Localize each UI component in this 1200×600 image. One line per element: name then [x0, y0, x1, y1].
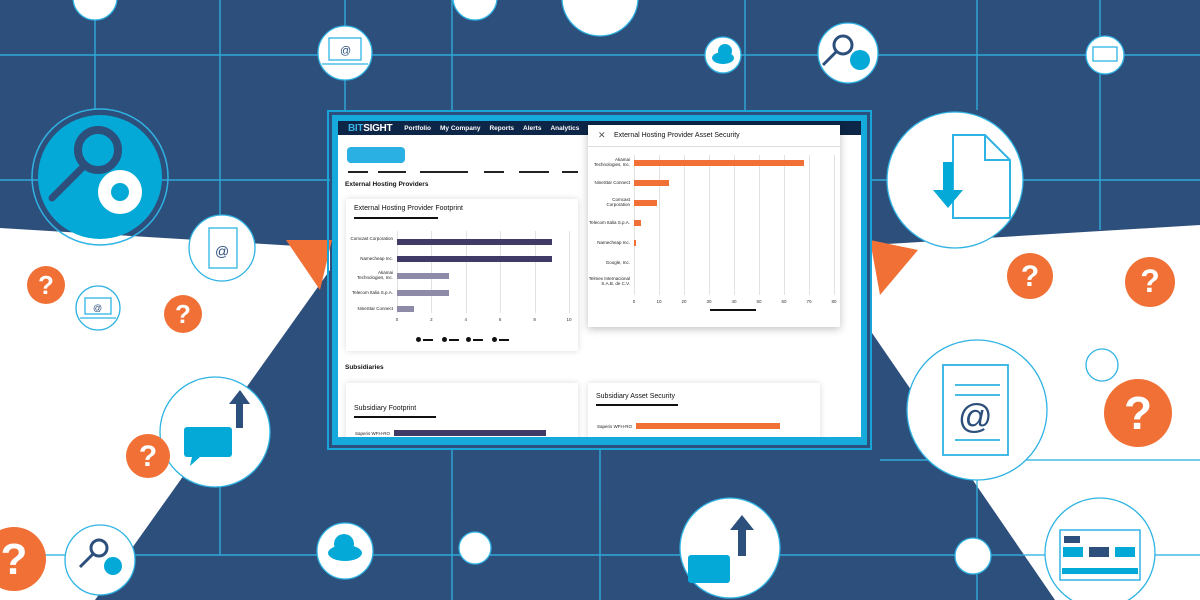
section-title-hosting: External Hosting Providers: [345, 181, 429, 188]
nav-reports[interactable]: Reports: [489, 124, 515, 132]
bar[interactable]: [636, 423, 780, 429]
bar[interactable]: [397, 290, 449, 296]
bar-label: Akamai Technologies, Inc.: [593, 157, 630, 167]
question-icon: [0, 253, 1175, 591]
subsidiary-security-card: Subsidiary Asset Security Saperis WFH-RO: [588, 383, 820, 437]
bar[interactable]: [397, 273, 449, 279]
bar-label: Namecheap Inc.: [597, 240, 630, 245]
svg-text:?: ?: [1140, 263, 1160, 299]
bar[interactable]: [394, 430, 546, 436]
nav-portfolio[interactable]: Portfolio: [404, 124, 431, 132]
subsidiary-footprint-card: Subsidiary Footprint Saperis WFH-RO: [346, 383, 578, 437]
modal-header: ✕ External Hosting Provider Asset Securi…: [588, 125, 840, 147]
tab-placeholder[interactable]: [348, 171, 368, 173]
card-title-underline: [354, 217, 438, 219]
tab-placeholder[interactable]: [562, 171, 578, 173]
bar-label: Google, Inc.: [605, 260, 630, 265]
monitor-frame-outline: [327, 110, 872, 450]
svg-text:?: ?: [1, 535, 28, 584]
bar-label: Namecheap Inc.: [360, 256, 393, 261]
footprint-chart: Comcast Corporation Namecheap Inc. Akama…: [350, 231, 570, 313]
tab-placeholder[interactable]: [378, 171, 406, 173]
card-title: Subsidiary Asset Security: [596, 393, 675, 400]
bar-label: NineStar Connect: [357, 306, 393, 311]
monitor-frame: BITSIGHT Portfolio My Company Reports Al…: [332, 115, 867, 445]
svg-text:@: @: [340, 45, 351, 57]
bar[interactable]: [634, 220, 641, 226]
modal-title: External Hosting Provider Asset Security: [614, 132, 740, 139]
svg-text:?: ?: [1021, 260, 1039, 293]
svg-text:?: ?: [175, 299, 191, 329]
laptop-email-icon: [80, 37, 1118, 319]
magnifier-gear-icon: [78, 34, 854, 569]
scroll-indicator[interactable]: [710, 309, 756, 311]
bar[interactable]: [634, 160, 804, 166]
bar-label: Telecom Italia S.p.A.: [588, 220, 630, 225]
bar-label: Comcast Corporation: [350, 236, 393, 241]
svg-text:?: ?: [139, 440, 157, 473]
section-title-subsidiaries: Subsidiaries: [345, 364, 384, 371]
card-title: External Hosting Provider Footprint: [354, 205, 463, 212]
svg-text:?: ?: [38, 270, 54, 300]
footprint-card: External Hosting Provider Footprint Comc…: [346, 199, 578, 351]
card-title-underline: [596, 404, 678, 406]
close-icon[interactable]: ✕: [598, 130, 606, 140]
tab-placeholder[interactable]: [519, 171, 549, 173]
bar-label: Akamai Technologies, Inc.: [356, 270, 393, 280]
bar-label: Telecom Italia S.p.A.: [351, 290, 393, 295]
document-download-icon: [933, 134, 1011, 219]
cloud-icon: [328, 44, 734, 561]
bar-label: Telmex Internacional S.A.B. de C.V.: [588, 276, 630, 286]
svg-text:@: @: [958, 398, 993, 436]
tab-placeholder[interactable]: [420, 171, 468, 173]
card-title-underline: [354, 416, 436, 418]
x-axis: 0 2 4 6 8 10: [395, 317, 572, 322]
bar-label: Saperis WFH-RO: [354, 431, 390, 436]
bar[interactable]: [397, 239, 552, 245]
bar[interactable]: [634, 240, 636, 246]
nav-my-company[interactable]: My Company: [440, 124, 481, 132]
bar[interactable]: [634, 180, 669, 186]
bar-label: Comcast Corporation: [606, 197, 630, 207]
bar-label: NineStar Connect: [594, 180, 630, 185]
subsidiary-footprint-chart: Saperis WFH-RO: [355, 430, 554, 437]
nav-alerts[interactable]: Alerts: [523, 124, 542, 132]
bitsight-logo[interactable]: BITSIGHT: [348, 122, 393, 134]
website-layout-icon: [1059, 529, 1141, 581]
chat-upload-icon: [184, 390, 754, 583]
chart-legend[interactable]: [416, 336, 526, 344]
x-axis: 0 10 20 30 40 50 60 70 80: [632, 299, 837, 304]
asset-security-chart: Akamai Technologies, Inc. NineStar Conne…: [589, 155, 835, 295]
email-document-icon: @: [942, 364, 1009, 456]
app-screen: BITSIGHT Portfolio My Company Reports Al…: [338, 121, 861, 437]
svg-text:?: ?: [1124, 387, 1152, 439]
asset-security-modal: ✕ External Hosting Provider Asset Securi…: [588, 125, 840, 327]
card-title: Subsidiary Footprint: [354, 405, 417, 412]
svg-text:@: @: [93, 303, 102, 313]
magnifier-gear-icon: [31, 108, 169, 246]
nav-analytics[interactable]: Analytics: [550, 124, 580, 132]
subsidiary-security-chart: Saperis WFH-RO: [597, 423, 806, 437]
bar[interactable]: [397, 256, 552, 262]
svg-text:@: @: [215, 243, 229, 259]
bar[interactable]: [634, 200, 657, 206]
tab-placeholder[interactable]: [484, 171, 504, 173]
sub-header: [338, 135, 578, 175]
bar-label: Saperis WFH-RO: [596, 424, 632, 429]
primary-action-button[interactable]: [347, 147, 405, 163]
bar[interactable]: [397, 306, 415, 312]
